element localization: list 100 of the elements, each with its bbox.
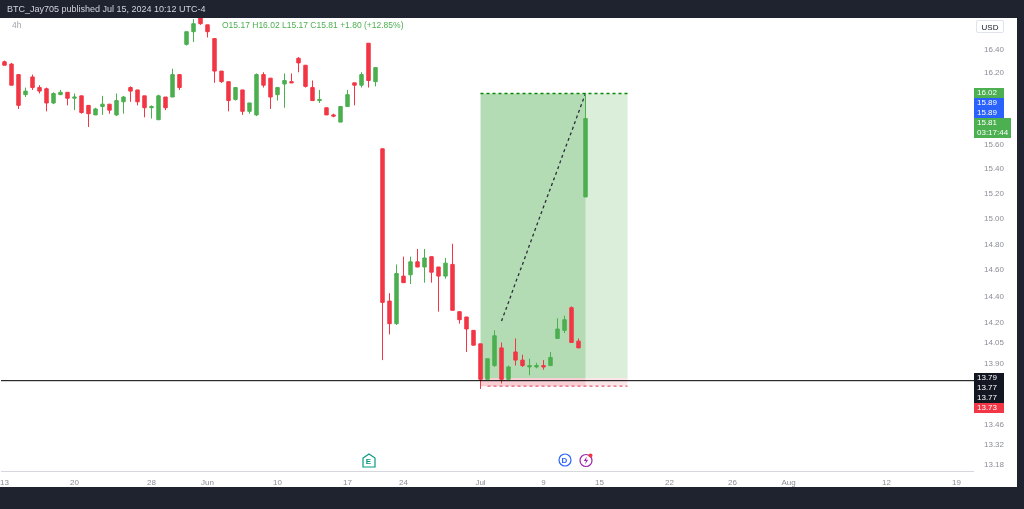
candlestick (366, 42, 371, 89)
x-tick-label: Jun (201, 477, 214, 487)
y-tick-label: 15.20 (984, 188, 1005, 198)
candlestick (331, 113, 336, 118)
candlestick (156, 94, 161, 121)
x-tick-label: 22 (665, 477, 675, 487)
candlestick (114, 92, 119, 117)
x-tick-label: 13 (0, 477, 10, 487)
y-tick-label: 15.40 (984, 164, 1005, 174)
candlestick (198, 18, 203, 26)
candlestick (163, 96, 168, 111)
candlestick (184, 31, 189, 47)
candlestick (233, 87, 238, 102)
y-tick-label: 13.46 (984, 419, 1005, 429)
candlestick (275, 87, 280, 102)
y-tick-label: 13.18 (984, 459, 1005, 469)
x-tick-label: 15 (595, 477, 605, 487)
candlestick (268, 77, 273, 110)
candlestick (212, 38, 217, 84)
candlestick (310, 79, 315, 102)
candlestick (436, 266, 441, 313)
x-tick-label: Jul (475, 477, 486, 487)
candlestick (457, 311, 462, 325)
annotation: 16.02 (974, 88, 1004, 99)
y-axis-title: USD (976, 20, 1004, 33)
candlestick (72, 92, 77, 111)
candlestick (401, 256, 406, 284)
x-tick-label: 19 (952, 477, 962, 487)
candlestick (380, 148, 385, 361)
candlestick (338, 106, 343, 123)
line-series (500, 92, 587, 322)
y-tick-label: 14.05 (984, 338, 1005, 348)
candlestick (541, 359, 546, 371)
x-tick-label: 12 (882, 477, 892, 487)
candlestick (534, 362, 539, 369)
candlestick (408, 256, 413, 285)
candlestick (429, 256, 434, 284)
y-tick-label: 13.32 (984, 439, 1005, 449)
candlestick (548, 351, 553, 367)
candlestick (170, 68, 175, 98)
candlestick (506, 365, 511, 380)
x-tick-label: Aug (781, 477, 796, 487)
candlestick (499, 341, 504, 384)
candlestick (394, 263, 399, 326)
candlestick (240, 89, 245, 116)
x-tick-label: 26 (728, 477, 738, 487)
candlestick (492, 329, 497, 368)
candlestick (205, 24, 210, 38)
candlestick (93, 107, 98, 116)
candlestick (191, 18, 196, 43)
candlestick (30, 74, 35, 91)
y-tick-label: 14.60 (984, 265, 1005, 275)
x-tick-label: 10 (273, 477, 283, 487)
candlestick (261, 71, 266, 89)
y-tick-label: 16.40 (984, 44, 1005, 54)
y-tick-label: 15.00 (984, 214, 1005, 224)
candlestick (562, 315, 567, 334)
candlestick (9, 62, 14, 86)
x-tick-label: 28 (147, 477, 157, 487)
y-tick-label: 14.40 (984, 291, 1005, 301)
candlestick (324, 107, 329, 116)
candlestick (247, 102, 252, 115)
candlestick (443, 257, 448, 280)
chart-subtitle: 4h (12, 20, 22, 31)
candlestick (520, 354, 525, 368)
y-tick-label: 15.60 (984, 139, 1005, 149)
candlestick (303, 64, 308, 89)
y-tick-label: 14.20 (984, 318, 1005, 328)
candlestick (422, 248, 427, 284)
candlestick (65, 91, 70, 106)
candlestick (86, 104, 91, 128)
x-tick-label: 17 (343, 477, 353, 487)
candlestick (254, 72, 259, 117)
candlestick (79, 95, 84, 115)
annotation: 13.73 (974, 402, 1004, 413)
candlestick (226, 81, 231, 112)
text: 15.89 (974, 108, 1004, 119)
candlestick (464, 316, 469, 353)
candlestick (471, 329, 476, 346)
candlestick (485, 358, 490, 380)
candlestick (352, 82, 357, 106)
candlestick (387, 292, 392, 335)
y-tick-label: 16.20 (984, 68, 1005, 78)
y-tick-label: 13.90 (984, 358, 1005, 368)
candlestick (107, 103, 112, 115)
x-tick-label: 9 (541, 477, 547, 487)
text: 13.77 (974, 382, 1004, 393)
candlestick (373, 67, 378, 87)
text: 15.81 03:17:44 (974, 118, 1012, 139)
candlestick (121, 95, 126, 115)
candlestick (345, 89, 350, 108)
candlestick (2, 60, 7, 66)
candlestick (478, 343, 483, 390)
annotation: 13.79 (974, 372, 1004, 383)
candlestick (44, 87, 49, 112)
candlestick (23, 87, 28, 98)
candlestick (128, 85, 133, 103)
candlestick (177, 74, 182, 91)
x-tick-label: 20 (70, 477, 80, 487)
candlestick (282, 72, 287, 109)
